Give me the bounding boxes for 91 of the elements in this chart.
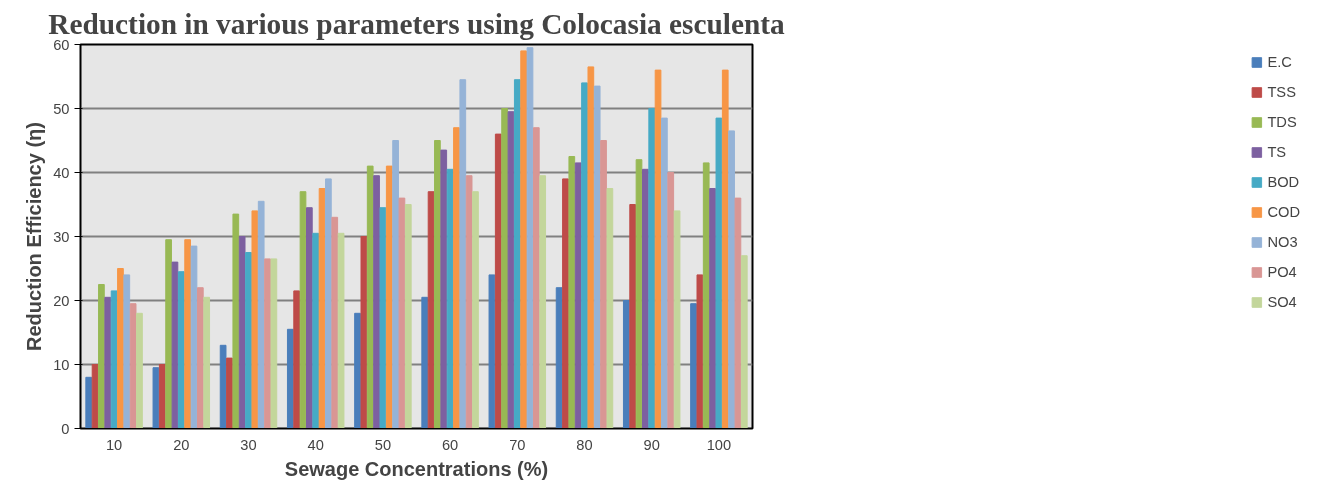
bar <box>299 191 307 429</box>
bar <box>629 204 637 429</box>
bar <box>325 178 332 429</box>
bar <box>593 85 601 429</box>
bar <box>312 232 320 429</box>
bar <box>568 156 576 429</box>
bar <box>203 296 211 429</box>
x-tick-label: 40 <box>307 436 324 453</box>
bar <box>728 130 735 429</box>
bar <box>251 210 259 429</box>
x-tick-label: 80 <box>576 436 593 453</box>
x-axis-title: Sewage Concentrations (%) <box>284 457 549 480</box>
bar <box>257 200 265 429</box>
bar <box>337 232 345 429</box>
x-tick-label: 70 <box>509 436 526 453</box>
legend-label: TDS <box>1267 114 1297 130</box>
bar <box>734 197 742 429</box>
bar <box>398 197 406 429</box>
bar <box>331 216 339 429</box>
bar <box>232 213 240 429</box>
y-tick-label: 50 <box>53 100 70 117</box>
y-tick-label: 20 <box>53 292 70 309</box>
bar <box>740 255 748 429</box>
y-axis-title: Reduction Efficiency (η) <box>23 122 46 351</box>
bar <box>606 188 614 429</box>
bar <box>587 66 595 429</box>
bar <box>715 117 723 429</box>
x-tick-label: 60 <box>441 436 459 453</box>
bar <box>360 236 368 429</box>
x-tick-label: 20 <box>173 436 190 453</box>
bar <box>152 367 160 429</box>
x-tick-label: 30 <box>240 436 257 453</box>
bar <box>196 287 204 429</box>
bar <box>654 69 662 429</box>
bar <box>270 258 278 429</box>
bar <box>465 175 473 429</box>
legend-label: PO4 <box>1267 264 1297 280</box>
bar <box>123 274 131 429</box>
bar <box>507 111 515 429</box>
x-tick-label: 90 <box>643 436 660 453</box>
bar <box>293 290 301 429</box>
bar <box>85 376 93 429</box>
bar <box>98 284 105 429</box>
bar <box>171 261 179 429</box>
bar <box>392 140 399 429</box>
bar <box>404 204 412 429</box>
legend-label: SO4 <box>1267 294 1297 310</box>
x-tick-label: 10 <box>105 436 123 453</box>
bar <box>190 245 198 429</box>
y-tick-label: 10 <box>53 356 70 373</box>
legend-label: BOD <box>1267 174 1300 190</box>
legend-label: COD <box>1267 204 1300 220</box>
bar <box>532 127 540 429</box>
bar <box>434 140 441 429</box>
bar <box>539 175 547 429</box>
bar <box>526 47 534 429</box>
bar <box>702 162 710 429</box>
x-tick-label: 100 <box>706 436 732 453</box>
bar <box>117 268 124 429</box>
bar <box>366 165 374 429</box>
bar <box>488 274 496 429</box>
bar <box>696 274 704 429</box>
legend-label: TS <box>1267 144 1288 160</box>
y-tick-label: 30 <box>53 228 70 245</box>
bar <box>648 108 656 429</box>
bar <box>721 69 729 429</box>
bar <box>373 175 380 429</box>
legend-label: NO3 <box>1267 234 1298 250</box>
bar <box>165 239 172 429</box>
x-tick-label: 50 <box>374 436 392 453</box>
legend-label: TSS <box>1267 84 1296 100</box>
bar <box>440 149 448 429</box>
bar <box>238 236 246 429</box>
legend-label: E.C <box>1267 54 1292 70</box>
bar <box>219 344 227 429</box>
bar <box>635 159 643 429</box>
bar <box>306 207 313 429</box>
bar <box>136 312 143 429</box>
bar <box>421 296 429 429</box>
bar <box>104 296 112 429</box>
bar <box>472 191 479 429</box>
y-tick-label: 0 <box>61 420 70 437</box>
y-tick-label: 40 <box>53 164 70 181</box>
bar <box>459 79 467 429</box>
bar <box>379 207 387 429</box>
bar <box>600 140 607 429</box>
bar <box>184 239 191 429</box>
bar <box>667 172 675 429</box>
bar <box>129 303 137 429</box>
bar <box>673 210 681 429</box>
bar <box>661 117 668 429</box>
